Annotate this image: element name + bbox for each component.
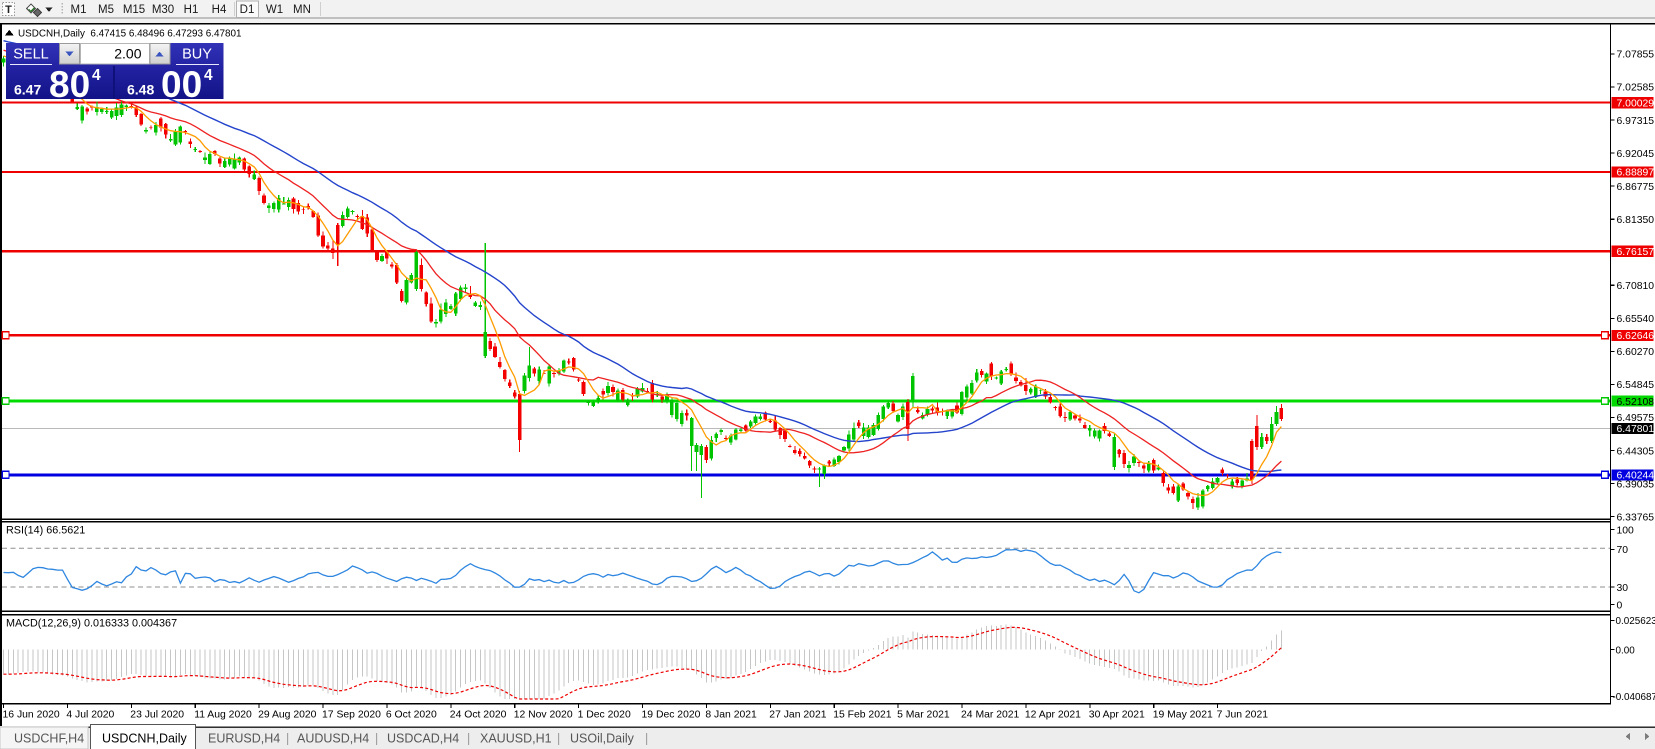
svg-text:W1: W1 xyxy=(266,4,283,16)
svg-text:6.48: 6.48 xyxy=(127,82,154,98)
svg-text:M15: M15 xyxy=(123,4,145,16)
svg-text:1 Dec 2020: 1 Dec 2020 xyxy=(578,710,631,721)
svg-text:6.88897: 6.88897 xyxy=(1617,168,1655,179)
svg-text:5 Mar 2021: 5 Mar 2021 xyxy=(897,710,950,721)
svg-text:USDCNH,Daily 6.47415 6.48496: USDCNH,Daily 6.47415 6.48496 6.47293 6.4… xyxy=(18,29,242,40)
svg-text:24 Mar 2021: 24 Mar 2021 xyxy=(961,710,1020,721)
svg-text:6.62646: 6.62646 xyxy=(1617,331,1655,342)
svg-text:RSI(14) 66.5621: RSI(14) 66.5621 xyxy=(6,525,85,537)
svg-text:6.86775: 6.86775 xyxy=(1617,182,1655,193)
svg-text:BUY: BUY xyxy=(182,47,212,63)
svg-text:4: 4 xyxy=(92,67,101,84)
svg-text:6.44305: 6.44305 xyxy=(1617,446,1655,457)
svg-text:00: 00 xyxy=(161,64,202,105)
svg-text:30 Apr 2021: 30 Apr 2021 xyxy=(1089,710,1145,721)
svg-text:M1: M1 xyxy=(71,4,87,16)
svg-text:30: 30 xyxy=(1617,583,1629,594)
svg-text:H1: H1 xyxy=(184,4,199,16)
svg-text:19 May 2021: 19 May 2021 xyxy=(1153,710,1213,721)
svg-text:EURUSD,H4: EURUSD,H4 xyxy=(208,732,280,746)
svg-text:H4: H4 xyxy=(212,4,227,16)
svg-text:6.47801: 6.47801 xyxy=(1617,424,1655,435)
svg-text:|: | xyxy=(557,732,560,746)
svg-text:AUDUSD,H4: AUDUSD,H4 xyxy=(297,732,369,746)
svg-text:6.60270: 6.60270 xyxy=(1617,347,1655,358)
svg-text:23 Jul 2020: 23 Jul 2020 xyxy=(130,710,184,721)
svg-text:M5: M5 xyxy=(98,4,114,16)
svg-text:0.025623: 0.025623 xyxy=(1616,616,1655,627)
svg-text:6.40244: 6.40244 xyxy=(1617,471,1655,482)
svg-text:USDCHF,H4: USDCHF,H4 xyxy=(14,732,84,746)
svg-text:MACD(12,26,9) 0.016333 0.00436: MACD(12,26,9) 0.016333 0.004367 xyxy=(6,618,177,630)
svg-text:6.47: 6.47 xyxy=(14,82,41,98)
svg-text:USDCAD,H4: USDCAD,H4 xyxy=(387,732,459,746)
svg-text:70: 70 xyxy=(1617,545,1629,556)
svg-text:6.97315: 6.97315 xyxy=(1617,116,1655,127)
svg-text:USOil,Daily: USOil,Daily xyxy=(570,732,635,746)
svg-text:29 Aug 2020: 29 Aug 2020 xyxy=(258,710,317,721)
svg-text:6.92045: 6.92045 xyxy=(1617,149,1655,160)
svg-text:|: | xyxy=(375,732,378,746)
svg-text:6.39035: 6.39035 xyxy=(1617,479,1655,490)
svg-text:6.49575: 6.49575 xyxy=(1617,413,1655,424)
svg-text:8 Jan 2021: 8 Jan 2021 xyxy=(705,710,757,721)
svg-text:SELL: SELL xyxy=(13,47,48,63)
svg-text:7.07855: 7.07855 xyxy=(1617,50,1655,61)
svg-text:17 Sep 2020: 17 Sep 2020 xyxy=(322,710,381,721)
svg-text:D1: D1 xyxy=(240,4,255,16)
svg-text:|: | xyxy=(645,732,648,746)
svg-text:24 Oct 2020: 24 Oct 2020 xyxy=(450,710,507,721)
svg-text:0.00: 0.00 xyxy=(1616,645,1636,656)
svg-text:-0.040687: -0.040687 xyxy=(1613,692,1655,703)
svg-text:4: 4 xyxy=(204,67,213,84)
svg-text:15 Feb 2021: 15 Feb 2021 xyxy=(833,710,892,721)
svg-text:|: | xyxy=(286,732,289,746)
svg-text:6.33765: 6.33765 xyxy=(1617,512,1655,523)
svg-text:6.70810: 6.70810 xyxy=(1617,281,1655,292)
svg-text:2.00: 2.00 xyxy=(114,46,141,62)
svg-text:4 Jul 2020: 4 Jul 2020 xyxy=(66,710,114,721)
svg-text:6.52108: 6.52108 xyxy=(1617,397,1655,408)
svg-text:12 Nov 2020: 12 Nov 2020 xyxy=(514,710,573,721)
svg-text:6 Oct 2020: 6 Oct 2020 xyxy=(386,710,437,721)
svg-text:M30: M30 xyxy=(152,4,174,16)
svg-text:16 Jun 2020: 16 Jun 2020 xyxy=(3,710,60,721)
svg-text:11 Aug 2020: 11 Aug 2020 xyxy=(194,710,252,721)
svg-text:6.76157: 6.76157 xyxy=(1617,247,1655,258)
svg-text:80: 80 xyxy=(49,64,90,105)
svg-text:6.65540: 6.65540 xyxy=(1617,314,1655,325)
svg-text:12 Apr 2021: 12 Apr 2021 xyxy=(1025,710,1081,721)
svg-text:7 Jun 2021: 7 Jun 2021 xyxy=(1217,710,1269,721)
svg-text:19 Dec 2020: 19 Dec 2020 xyxy=(642,710,701,721)
svg-text:6.54845: 6.54845 xyxy=(1617,380,1655,391)
svg-text:T: T xyxy=(5,4,12,16)
svg-text:MN: MN xyxy=(293,4,311,16)
svg-text:7.00029: 7.00029 xyxy=(1617,98,1655,109)
svg-text:100: 100 xyxy=(1617,525,1635,536)
svg-text:7.02585: 7.02585 xyxy=(1617,83,1655,94)
svg-text:27 Jan 2021: 27 Jan 2021 xyxy=(769,710,826,721)
svg-text:6.81350: 6.81350 xyxy=(1617,215,1655,226)
svg-text:XAUUSD,H1: XAUUSD,H1 xyxy=(480,732,552,746)
svg-text:|: | xyxy=(467,732,470,746)
svg-text:0: 0 xyxy=(1617,600,1623,611)
svg-text:USDCNH,Daily: USDCNH,Daily xyxy=(102,732,187,746)
